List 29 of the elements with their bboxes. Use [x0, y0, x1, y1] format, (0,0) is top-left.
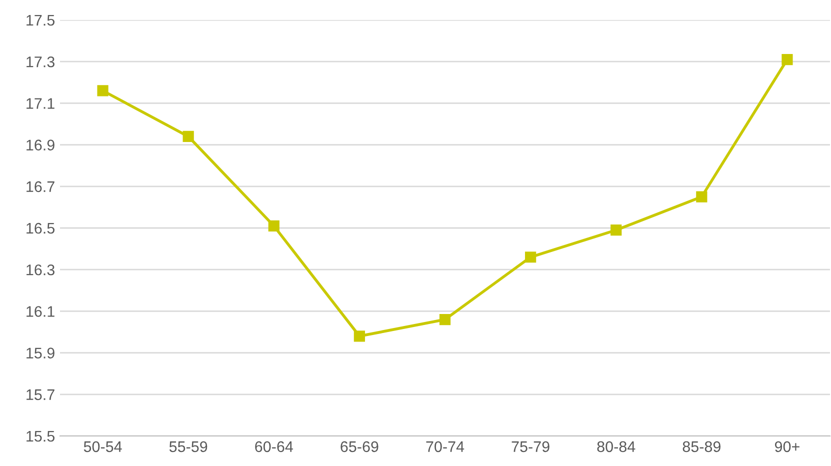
point — [268, 220, 280, 232]
y-tick-label: 17.5 — [26, 15, 54, 26]
x-tick-label: 70-74 — [426, 441, 464, 452]
y-tick-label: 15.9 — [26, 348, 54, 358]
point — [97, 85, 108, 96]
y-tick-label: 17.1 — [26, 98, 54, 109]
x-tick-label: 90+ — [774, 441, 800, 452]
y-tick-label: 15.5 — [26, 431, 54, 442]
point — [696, 191, 708, 202]
x-tick-label: 80-84 — [597, 441, 636, 452]
point — [610, 224, 622, 236]
y-tick-label: 16.7 — [26, 181, 54, 192]
y-tick-label: 16.5 — [26, 222, 54, 234]
point — [525, 252, 536, 263]
x-tick-label: 50-54 — [84, 441, 122, 452]
y-tick-label: 16.9 — [26, 140, 54, 150]
x-tick-label: 75-79 — [512, 441, 550, 452]
point — [439, 314, 451, 326]
x-tick-label: 65-69 — [340, 441, 378, 452]
y-tick-label: 17.3 — [26, 56, 54, 68]
x-tick-label: 60-64 — [255, 441, 293, 452]
x-tick-label: 55-59 — [169, 441, 208, 452]
x-tick-label: 85-89 — [682, 441, 720, 452]
y-tick-label: 16.1 — [26, 306, 54, 317]
y-tick-label: 15.7 — [26, 389, 54, 400]
point — [782, 54, 793, 66]
point — [354, 330, 365, 342]
y-tick-label: 16.3 — [26, 264, 54, 276]
point — [182, 130, 194, 142]
